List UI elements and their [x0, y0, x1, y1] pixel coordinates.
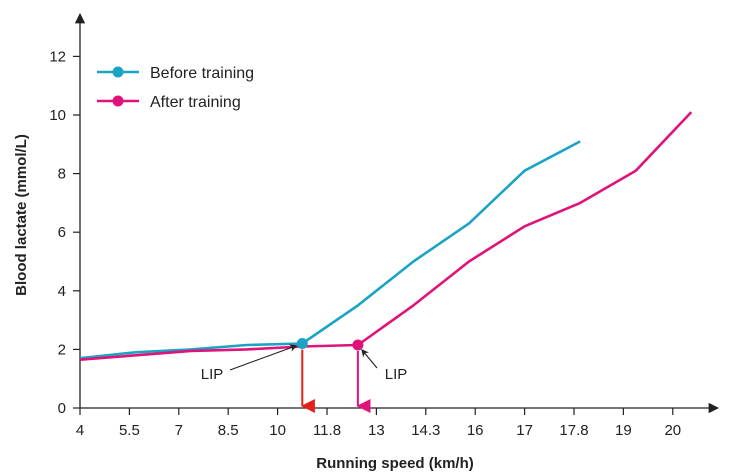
lip-label: LIP	[385, 366, 408, 383]
x-tick-label: 4	[76, 422, 84, 439]
legend-label: Before training	[150, 65, 254, 82]
x-tick-label: 17.8	[559, 422, 588, 439]
x-tick-label: 7	[175, 422, 183, 439]
legend: Before training After training	[97, 65, 254, 111]
x-tick-label: 17	[516, 422, 533, 439]
y-tick-label: 10	[49, 107, 66, 124]
legend-swatch-dot	[112, 95, 124, 107]
x-tick-label: 5.5	[119, 422, 140, 439]
legend-swatch-dot	[112, 66, 124, 78]
annotation-layer: LIP LIP	[201, 338, 408, 413]
y-tick-label: 4	[58, 283, 66, 300]
x-tick-label: 14.3	[411, 422, 440, 439]
y-tick-label: 2	[58, 341, 66, 358]
lip-pointer	[229, 344, 298, 371]
y-tick-label: 6	[58, 224, 66, 241]
y-tick-label: 0	[58, 400, 66, 417]
x-tick-label: 19	[615, 422, 632, 439]
y-tick-label: 12	[49, 48, 66, 65]
x-tick-label: 16	[467, 422, 484, 439]
x-tick-label: 10	[269, 422, 286, 439]
x-tick-label: 8.5	[218, 422, 239, 439]
lip-label: LIP	[201, 366, 224, 383]
y-tick-label: 8	[58, 166, 66, 183]
y-axis-title: Blood lactate (mmol/L)	[13, 134, 30, 296]
series-line-0	[79, 140, 581, 360]
lip-pointer	[361, 349, 378, 369]
x-tick-label: 11.8	[313, 422, 341, 439]
legend-label: After training	[150, 94, 241, 111]
x-tick-label: 13	[368, 422, 385, 439]
series-line-1	[79, 111, 693, 361]
x-axis-title: Running speed (km/h)	[316, 455, 474, 472]
axes: 0 2 4 6 8 10 12 4 5.5 7 8.5 10 11.8 13 14.3 16 17 17.8 19 2…	[49, 12, 720, 439]
lip-point-marker	[296, 338, 308, 350]
series-layer	[79, 111, 693, 361]
lip-point-marker	[352, 339, 364, 351]
x-tick-label: 20	[664, 422, 681, 439]
